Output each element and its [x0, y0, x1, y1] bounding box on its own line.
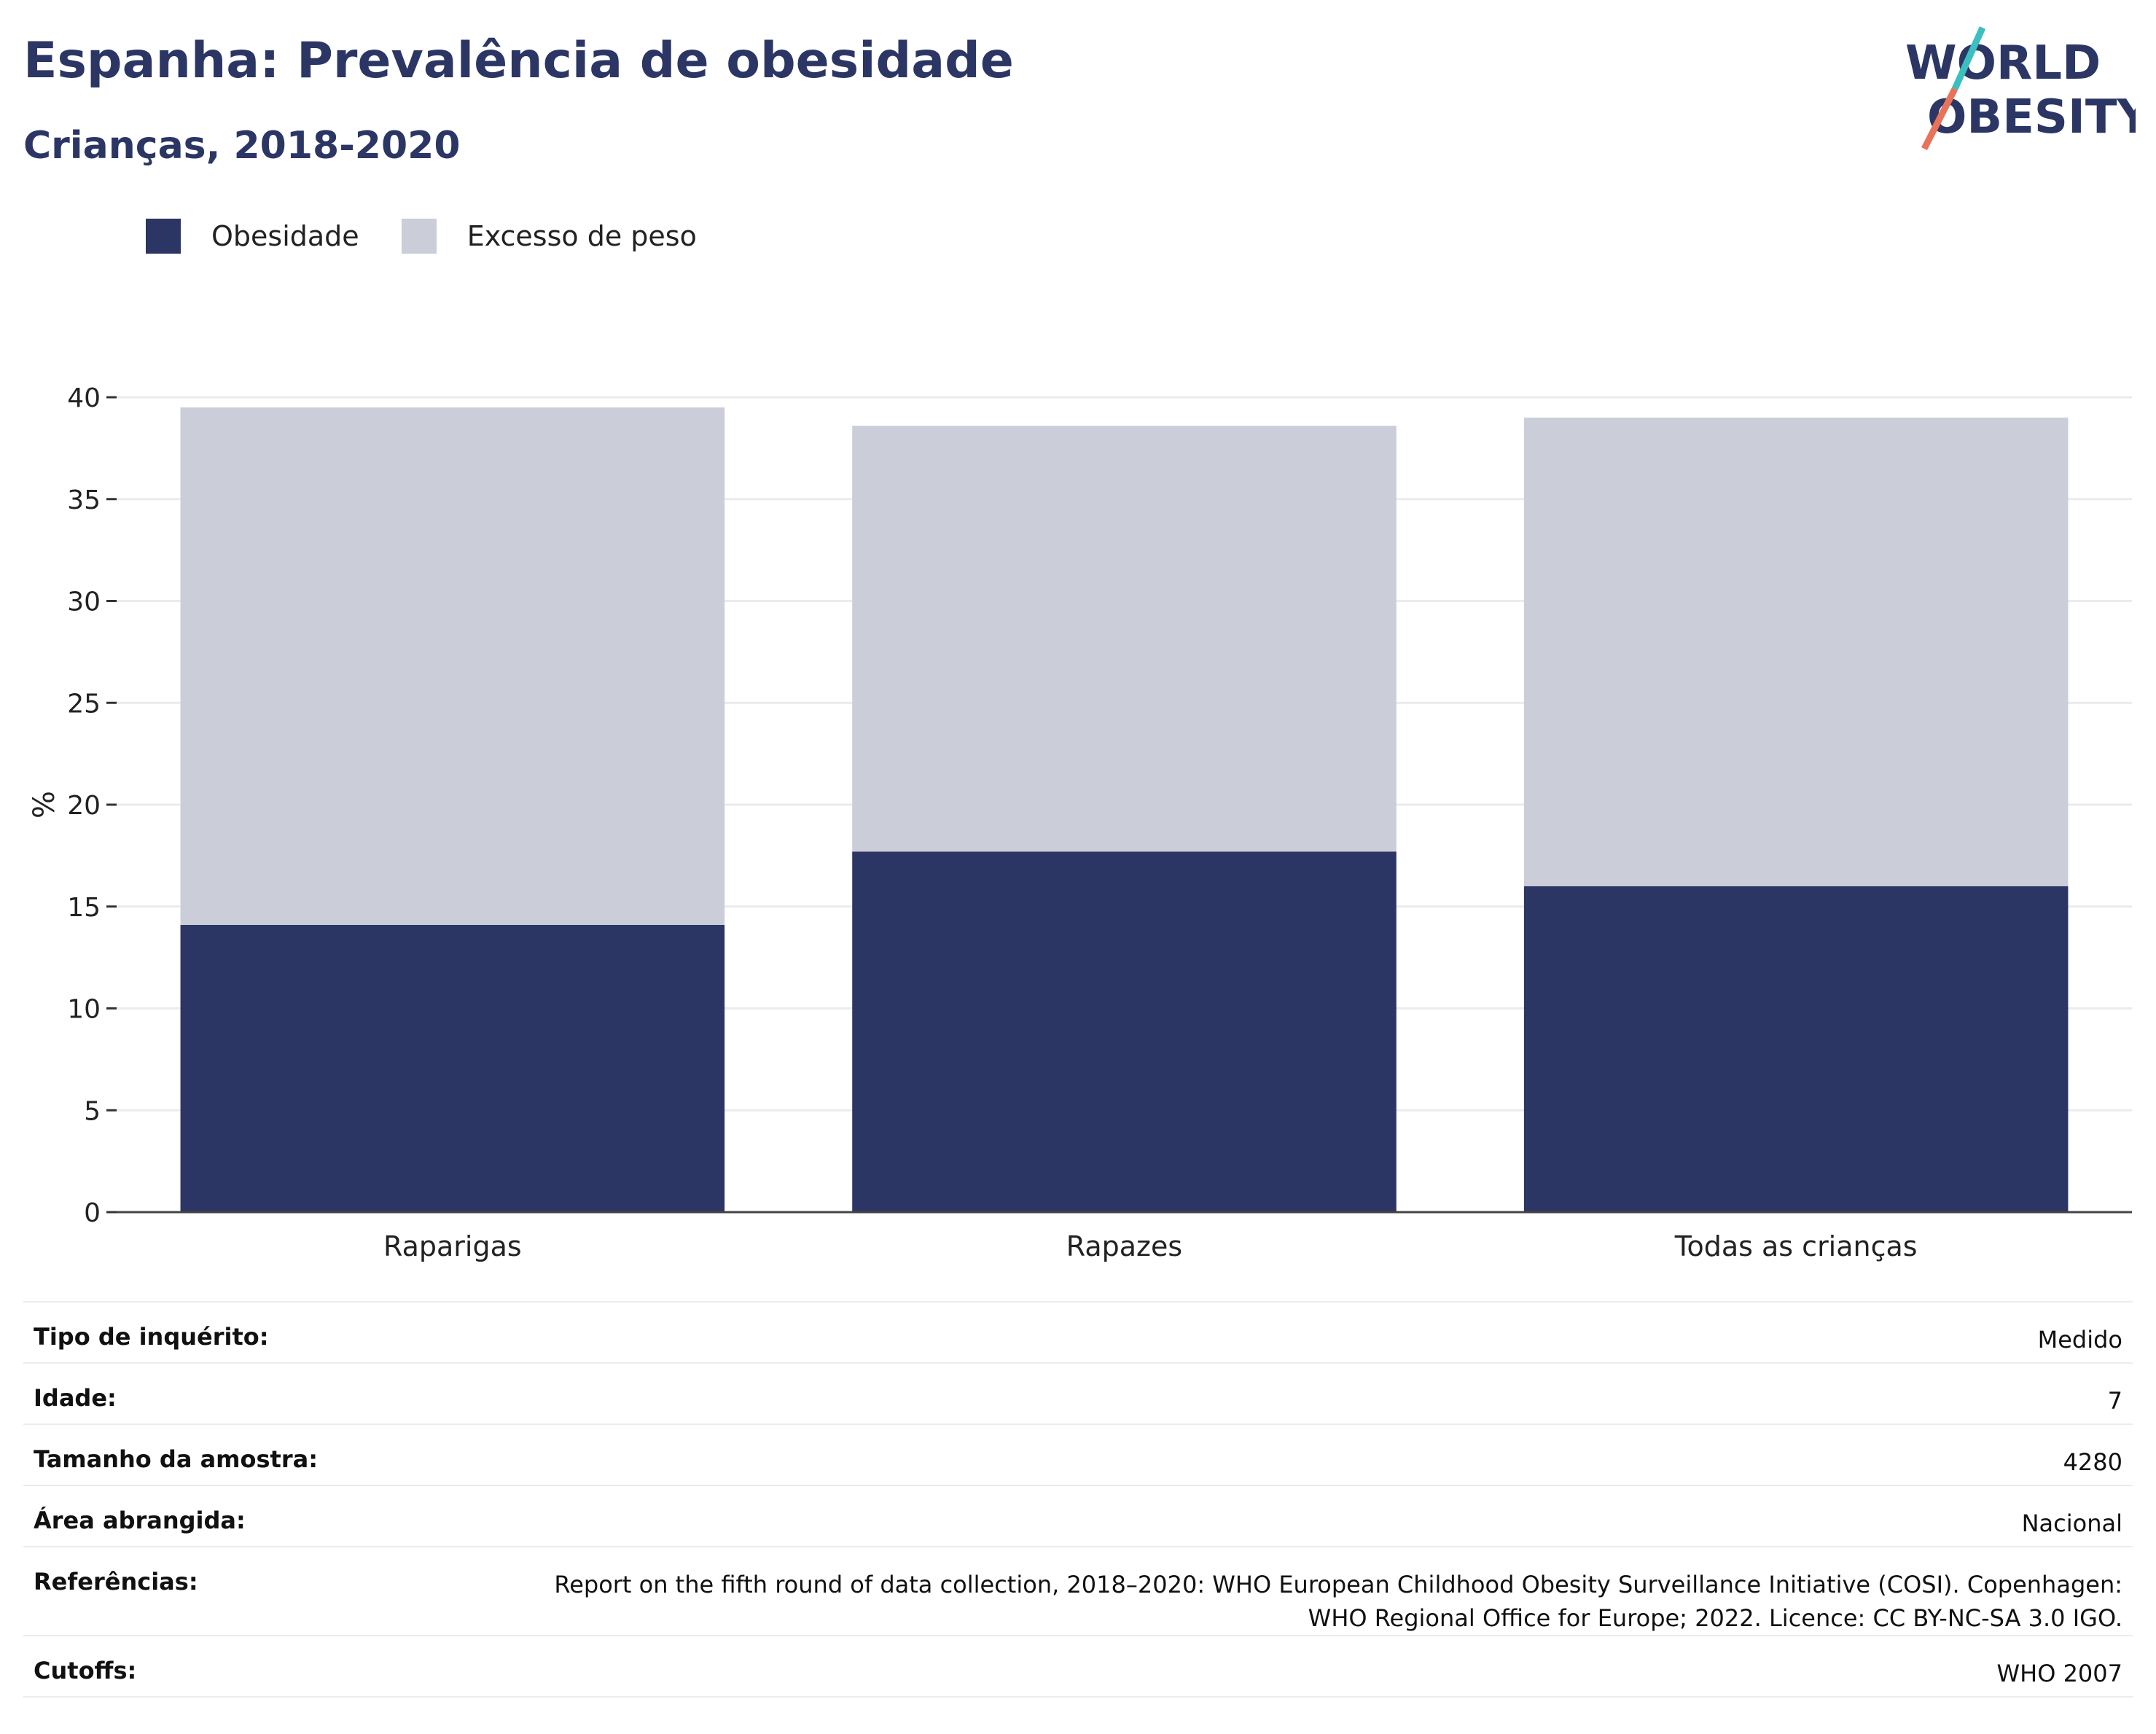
logo-slash-top — [1951, 26, 1986, 90]
info-key-area: Área abrangida: — [23, 1485, 363, 1547]
bar-obesidade — [852, 851, 1397, 1212]
info-value-survey-type: Medido — [362, 1301, 2133, 1363]
logo-line1: WORLD — [1905, 36, 2101, 90]
page-title: Espanha: Prevalência de obesidade — [23, 32, 1014, 90]
world-obesity-logo: WORLD OBESITY — [1905, 26, 2136, 151]
reference-line-1: Report on the fifth round of data collec… — [554, 1571, 2122, 1598]
y-tick-label: 5 — [84, 1096, 101, 1126]
bar-excesso-de-peso — [852, 426, 1397, 852]
y-tick-label: 30 — [67, 587, 101, 617]
info-key-cutoffs: Cutoffs: — [23, 1635, 363, 1698]
y-tick-label: 15 — [67, 893, 101, 923]
info-value-area: Nacional — [362, 1485, 2133, 1547]
info-value-age: 7 — [362, 1362, 2133, 1424]
logo-line2: OBESITY — [1927, 90, 2136, 144]
info-key-survey-type: Tipo de inquérito: — [23, 1301, 363, 1363]
legend-item-excesso-de-peso[interactable]: Excesso de peso — [401, 219, 697, 254]
info-key-age: Idade: — [23, 1362, 363, 1424]
info-value-sample-size: 4280 — [362, 1423, 2133, 1485]
x-tick-label: Raparigas — [383, 1230, 522, 1262]
info-row-area: Área abrangida: Nacional — [23, 1485, 2133, 1547]
y-tick-label: 35 — [67, 485, 101, 515]
y-tick-label: 0 — [84, 1198, 101, 1228]
y-tick-label: 40 — [67, 383, 101, 413]
bar-excesso-de-peso — [1523, 417, 2069, 886]
survey-info-table: Tipo de inquérito: Medido Idade: 7 Taman… — [23, 1301, 2133, 1698]
legend-swatch-obesidade — [146, 219, 181, 254]
y-tick-label: 25 — [67, 689, 101, 719]
info-key-references: Referências: — [23, 1546, 363, 1636]
y-axis-label: % — [28, 791, 61, 819]
legend-label-obesidade: Obesidade — [211, 220, 359, 252]
info-value-references: Report on the fifth round of data collec… — [362, 1546, 2133, 1636]
info-row-age: Idade: 7 — [23, 1362, 2133, 1424]
stacked-bar-chart: 0 5 10 15 20 25 30 35 40% Raparigas Rapazes Todas a… — [28, 383, 2132, 1262]
info-row-sample-size: Tamanho da amostra: 4280 — [23, 1423, 2133, 1485]
y-tick-label: 10 — [67, 995, 101, 1025]
bar-obesidade — [1523, 886, 2069, 1212]
legend-item-obesidade[interactable]: Obesidade — [146, 219, 359, 254]
y-tick-label: 20 — [67, 791, 101, 821]
x-tick-label: Rapazes — [1066, 1230, 1182, 1262]
legend-swatch-excesso-de-peso — [401, 219, 437, 254]
bar-excesso-de-peso — [180, 407, 725, 925]
legend-label-excesso-de-peso: Excesso de peso — [466, 220, 697, 252]
x-tick-label: Todas as crianças — [1674, 1230, 1918, 1262]
info-row-cutoffs: Cutoffs: WHO 2007 — [23, 1635, 2133, 1698]
info-value-cutoffs: WHO 2007 — [362, 1635, 2133, 1698]
info-key-sample-size: Tamanho da amostra: — [23, 1423, 363, 1485]
info-row-references: Referências: Report on the fifth round o… — [23, 1546, 2133, 1636]
bar-obesidade — [180, 924, 725, 1212]
page-subtitle: Crianças, 2018-2020 — [23, 124, 461, 168]
info-row-survey-type: Tipo de inquérito: Medido — [23, 1301, 2133, 1363]
chart-legend: Obesidade Excesso de peso — [146, 219, 739, 254]
reference-line-2: WHO Regional Office for Europe; 2022. Li… — [1308, 1604, 2122, 1632]
logo-slash-bottom — [1921, 87, 1958, 151]
